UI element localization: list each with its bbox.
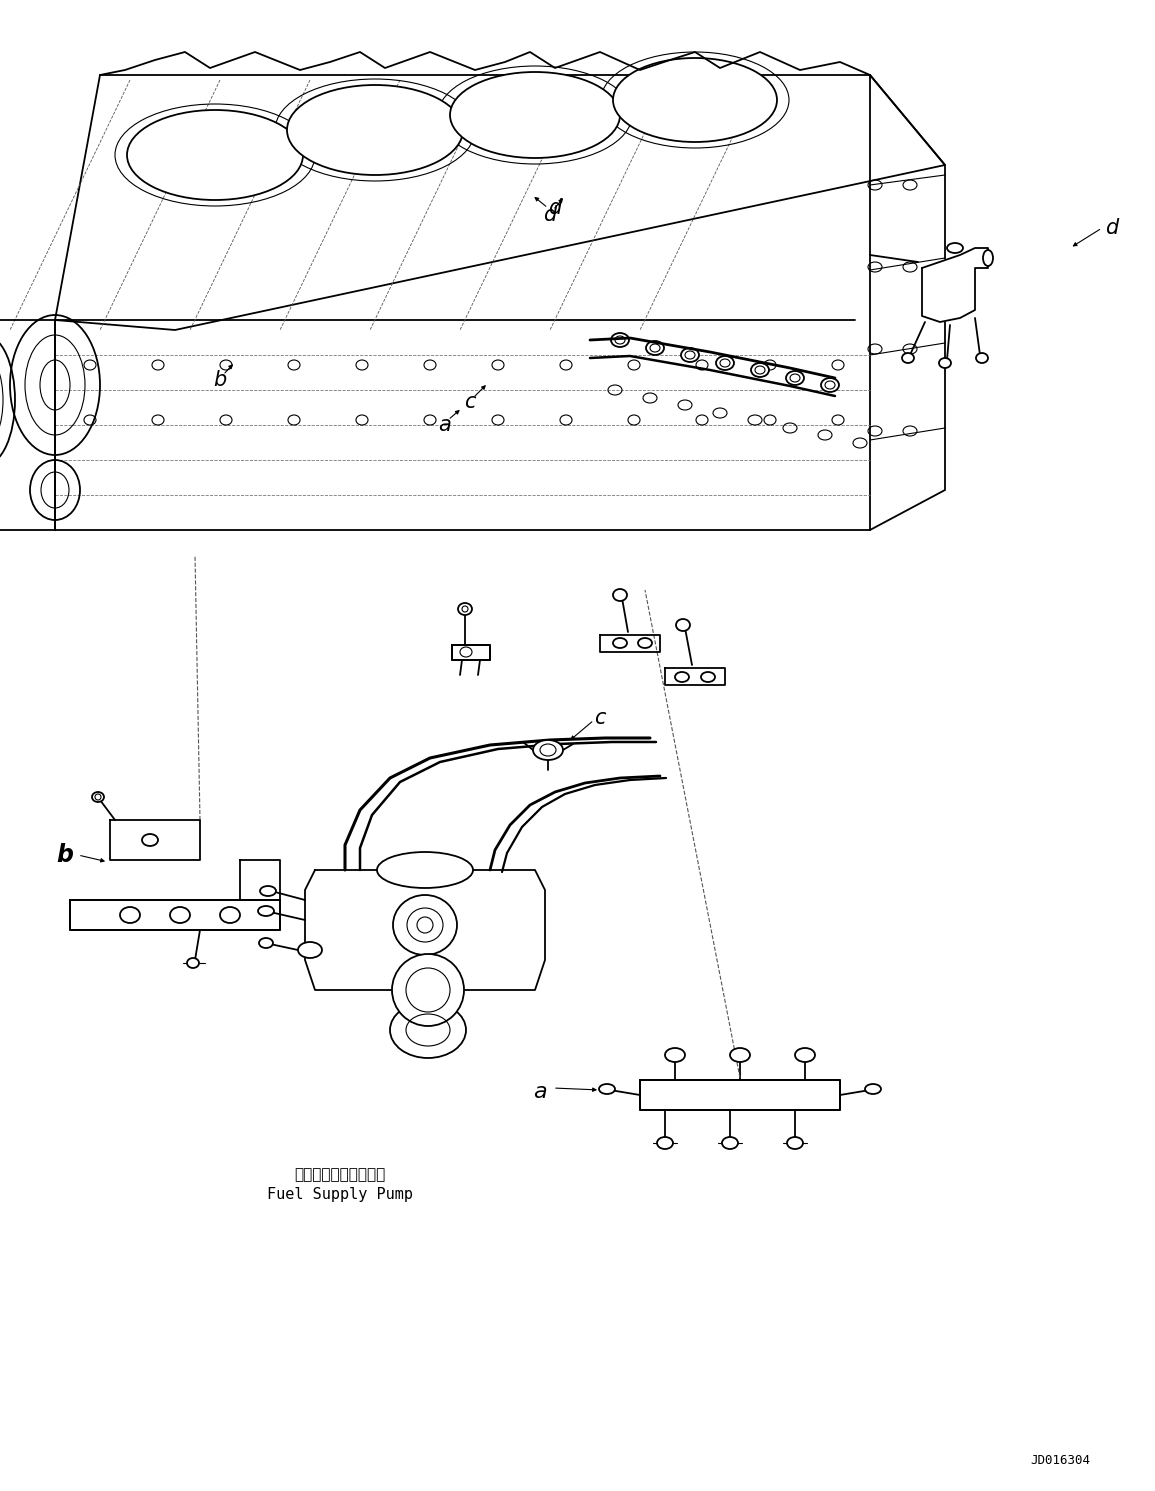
- Ellipse shape: [187, 959, 199, 968]
- Text: d: d: [543, 204, 557, 225]
- Text: c: c: [464, 392, 476, 412]
- Ellipse shape: [787, 371, 804, 385]
- Ellipse shape: [665, 1048, 685, 1062]
- Ellipse shape: [258, 907, 274, 915]
- Polygon shape: [640, 1079, 840, 1109]
- Ellipse shape: [170, 907, 191, 923]
- Text: Fuel Supply Pump: Fuel Supply Pump: [267, 1187, 413, 1203]
- Ellipse shape: [142, 833, 158, 845]
- Ellipse shape: [939, 358, 951, 368]
- Ellipse shape: [983, 250, 993, 265]
- Polygon shape: [305, 871, 545, 990]
- Ellipse shape: [646, 341, 664, 355]
- Text: JD016304: JD016304: [1030, 1454, 1090, 1467]
- Ellipse shape: [390, 1002, 465, 1059]
- Polygon shape: [70, 901, 280, 930]
- Ellipse shape: [865, 1084, 881, 1094]
- Text: b: b: [214, 370, 226, 391]
- Text: a: a: [439, 414, 452, 435]
- Text: d: d: [549, 198, 561, 218]
- Ellipse shape: [657, 1138, 673, 1150]
- Ellipse shape: [92, 792, 104, 802]
- Ellipse shape: [722, 1138, 738, 1150]
- Text: c: c: [595, 708, 605, 728]
- Ellipse shape: [902, 353, 914, 362]
- Ellipse shape: [821, 379, 839, 392]
- Ellipse shape: [611, 332, 629, 347]
- Polygon shape: [665, 668, 725, 684]
- Ellipse shape: [260, 886, 276, 896]
- Ellipse shape: [701, 672, 715, 681]
- Ellipse shape: [613, 638, 627, 649]
- Ellipse shape: [259, 938, 273, 948]
- Polygon shape: [922, 248, 988, 322]
- Text: d: d: [1105, 218, 1119, 239]
- Polygon shape: [110, 820, 200, 860]
- Ellipse shape: [795, 1048, 815, 1062]
- Text: フェルサプライポンプ: フェルサプライポンプ: [295, 1167, 386, 1182]
- Ellipse shape: [298, 942, 322, 959]
- Polygon shape: [240, 860, 280, 901]
- Polygon shape: [599, 635, 660, 652]
- Ellipse shape: [532, 740, 562, 760]
- Ellipse shape: [377, 851, 474, 889]
- Ellipse shape: [638, 638, 653, 649]
- Ellipse shape: [286, 85, 463, 174]
- Ellipse shape: [681, 347, 699, 362]
- Ellipse shape: [219, 907, 240, 923]
- Ellipse shape: [120, 907, 140, 923]
- Ellipse shape: [751, 362, 769, 377]
- Ellipse shape: [787, 1138, 803, 1150]
- Ellipse shape: [613, 58, 777, 142]
- Ellipse shape: [599, 1084, 614, 1094]
- Text: b: b: [57, 842, 74, 866]
- Polygon shape: [452, 646, 490, 661]
- Ellipse shape: [716, 356, 733, 370]
- Ellipse shape: [459, 602, 472, 614]
- Ellipse shape: [613, 589, 627, 601]
- Ellipse shape: [676, 619, 690, 631]
- Ellipse shape: [976, 353, 988, 362]
- Ellipse shape: [947, 243, 963, 253]
- Ellipse shape: [393, 895, 457, 956]
- Ellipse shape: [392, 954, 464, 1026]
- Ellipse shape: [730, 1048, 750, 1062]
- Ellipse shape: [450, 72, 620, 158]
- Text: a: a: [534, 1082, 546, 1102]
- Ellipse shape: [675, 672, 690, 681]
- Ellipse shape: [127, 110, 303, 200]
